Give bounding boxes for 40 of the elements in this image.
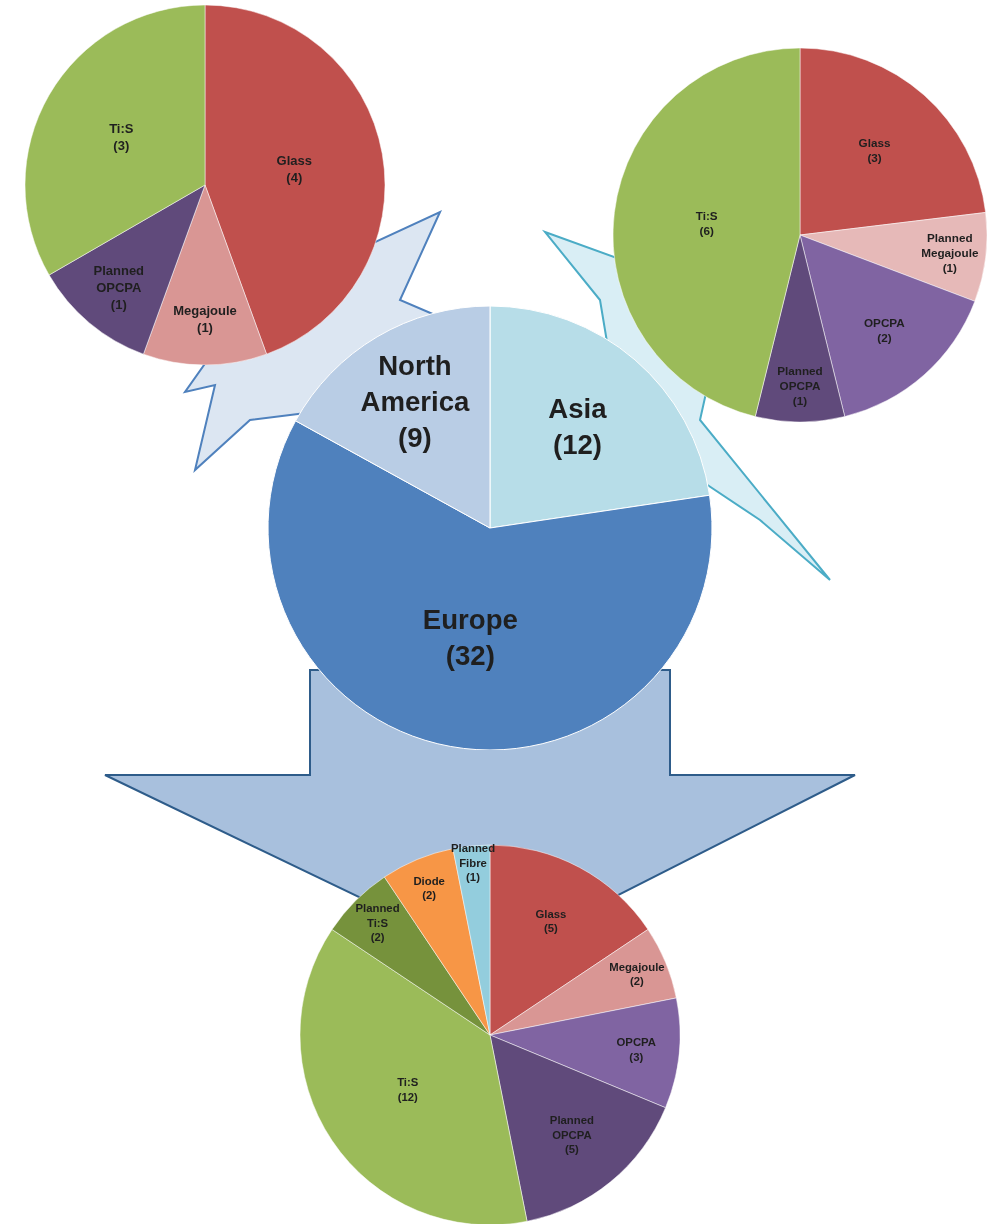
slice-label: Planned OPCPA (549, 1114, 595, 1141)
slice-label: Megajoule (173, 303, 237, 319)
data-label: (2) (629, 975, 645, 988)
data-label: (2) (877, 331, 892, 345)
data-label: (12) (552, 428, 602, 460)
slice-label: Asia (548, 392, 608, 424)
slice-label: Planned Fibre (450, 841, 496, 869)
slice-label: Megajoule (609, 960, 665, 973)
data-label: (5) (543, 922, 559, 935)
data-label: (3) (867, 151, 882, 165)
data-label: (3) (629, 1050, 644, 1063)
slice-label: Planned OPCPA (777, 363, 823, 392)
slice-label: Planned Megajoule (921, 231, 979, 260)
slice-label: Planned OPCPA (93, 263, 145, 296)
data-label: (3) (113, 137, 130, 153)
slice-label: Ti:S (397, 1076, 419, 1089)
slice-label: Glass (858, 136, 891, 150)
data-label: (12) (397, 1091, 419, 1104)
data-label: (5) (564, 1143, 580, 1156)
data-label: (4) (286, 170, 303, 186)
slice-label: OPCPA (616, 1035, 657, 1048)
slice-label: Glass (535, 907, 567, 920)
slice-label: OPCPA (864, 316, 906, 329)
slice-label: Europe (422, 603, 518, 635)
data-label: (6) (699, 224, 714, 238)
data-label: (32) (445, 639, 495, 671)
data-label: (2) (422, 889, 437, 902)
slice-label: Ti:S (109, 120, 134, 136)
data-label: (1) (792, 394, 808, 408)
slice-label: Planned Ti:S (355, 901, 400, 929)
slice-label: Glass (276, 153, 313, 169)
slice-label: North America (360, 349, 471, 417)
slice-label: Diode (413, 874, 445, 887)
slice-label: Ti:S (695, 209, 718, 223)
data-label: (1) (942, 261, 958, 275)
data-label: (1) (110, 297, 127, 313)
data-label: (1) (197, 320, 213, 336)
data-label: (2) (370, 931, 385, 944)
data-label: (9) (398, 421, 432, 453)
data-label: (1) (466, 871, 481, 884)
